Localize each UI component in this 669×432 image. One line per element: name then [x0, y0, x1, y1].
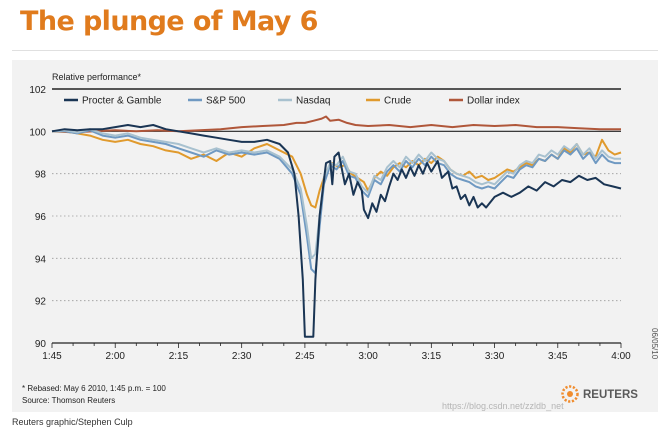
series-line-nasdaq: [51, 128, 621, 260]
chart-title: The plunge of May 6: [20, 6, 318, 37]
x-tick-label: 3:15: [422, 351, 442, 362]
y-tick-label: 100: [29, 127, 46, 138]
legend-label: Crude: [384, 96, 412, 107]
title-divider: [12, 50, 658, 51]
y-tick-labels: 90 92 94 96 98 100 102: [29, 85, 46, 350]
y-tick-label: 94: [35, 254, 47, 265]
x-axis: 1:45 2:00 2:15 2:30 2:45 3:00 3:15 3:30 3:45 4:00: [42, 342, 631, 362]
x-tick-label: 2:30: [232, 351, 252, 362]
x-tick-label: 2:00: [105, 351, 125, 362]
reuters-logo-text: REUTERS: [583, 389, 638, 401]
y-tick-label: 96: [35, 212, 47, 223]
series-lines: [51, 115, 622, 338]
reuters-logo: REUTERS: [561, 385, 638, 403]
x-tick-label: 4:00: [611, 351, 631, 362]
legend-label: Procter & Gamble: [82, 96, 162, 107]
x-tick-label: 3:00: [358, 351, 378, 362]
y-tick-label: 98: [35, 170, 47, 181]
y-axis-label: Relative performance*: [52, 72, 142, 82]
x-tick-label: 1:45: [42, 351, 62, 362]
chart-panel: 90 92 94 96 98 100 102 1:45 2:00 2:15 2:30 2:45 3:0…: [12, 60, 658, 412]
y-tick-label: 92: [35, 297, 47, 308]
reuters-logo-icon: [561, 385, 579, 403]
y-tick-label: 102: [29, 85, 46, 96]
series-line-procter-gamble: [51, 124, 622, 338]
x-tick-label: 3:45: [548, 351, 568, 362]
date-stamp: 06/05/10: [650, 328, 658, 360]
x-tick-label: 2:15: [169, 351, 189, 362]
y-tick-label: 90: [35, 339, 47, 350]
series-line-dollar-index: [51, 115, 621, 134]
legend-label: Nasdaq: [296, 96, 330, 107]
legend-label: S&P 500: [206, 96, 246, 107]
line-chart: 90 92 94 96 98 100 102 1:45 2:00 2:15 2:30 2:45 3:0…: [22, 72, 658, 411]
x-tick-label: 2:45: [295, 351, 315, 362]
watermark: https://blog.csdn.net/zzldb_net: [442, 401, 564, 411]
footnote: * Rebased: May 6 2010, 1:45 p.m. = 100: [22, 384, 166, 393]
graphic-credit: Reuters graphic/Stephen Culp: [12, 417, 133, 427]
legend-label: Dollar index: [467, 96, 520, 107]
x-tick-label: 3:30: [485, 351, 505, 362]
source-note: Source: Thomson Reuters: [22, 396, 115, 405]
series-line-s-p-500: [52, 129, 621, 275]
legend: Procter & Gamble S&P 500 Nasdaq Crude Dollar…: [64, 96, 520, 107]
